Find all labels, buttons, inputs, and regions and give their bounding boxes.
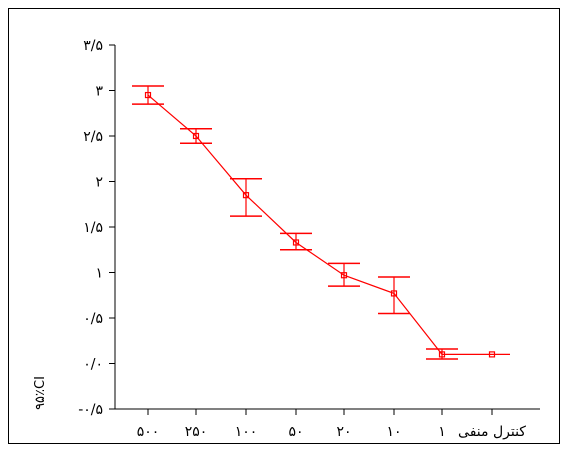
data-point	[438, 351, 446, 358]
x-tick-label: ۱	[438, 424, 446, 440]
x-tick-label: ۲۵۰	[185, 424, 208, 440]
data-point	[242, 192, 250, 199]
y-tick-label: ۲/۵	[83, 129, 103, 145]
data-point	[292, 239, 300, 246]
x-tick-label: ۵۰۰	[137, 424, 160, 440]
y-tick-label: ۰/۰	[83, 357, 103, 373]
y-axis-ticks: -۰/۵ ۰/۰ ۰/۵ ۱ ۱/۵ ۲ ۲/۵ ۳ ۳/۵	[78, 38, 115, 418]
x-tick-label: کنترل منفی	[458, 424, 526, 440]
series-line	[147, 94, 492, 355]
x-tick-label: ۱۰	[386, 424, 401, 440]
y-tick-label: ۱	[95, 266, 103, 282]
chart-frame	[8, 8, 560, 444]
data-point	[144, 91, 152, 99]
x-axis-ticks: ۵۰۰ ۲۵۰ ۱۰۰ ۵۰ ۲۰ ۱۰ ۱ کنترل منفی	[137, 409, 526, 440]
x-tick-label: ۵۰	[288, 424, 303, 440]
series-layer	[132, 85, 510, 360]
y-tick-label: ۰/۵	[83, 311, 103, 327]
data-point	[192, 132, 200, 140]
data-point	[340, 272, 348, 279]
data-point	[390, 290, 398, 297]
y-tick-label: ۲	[95, 175, 103, 191]
y-axis-label: ۹۵٪CI	[33, 376, 48, 410]
x-tick-label: ۱۰۰	[235, 424, 258, 440]
y-tick-label: ۳	[95, 84, 103, 100]
y-tick-label: ۱/۵	[83, 220, 103, 236]
y-tick-label: ۳/۵	[83, 38, 103, 54]
y-tick-label: -۰/۵	[78, 402, 103, 418]
x-tick-label: ۲۰	[336, 424, 351, 440]
